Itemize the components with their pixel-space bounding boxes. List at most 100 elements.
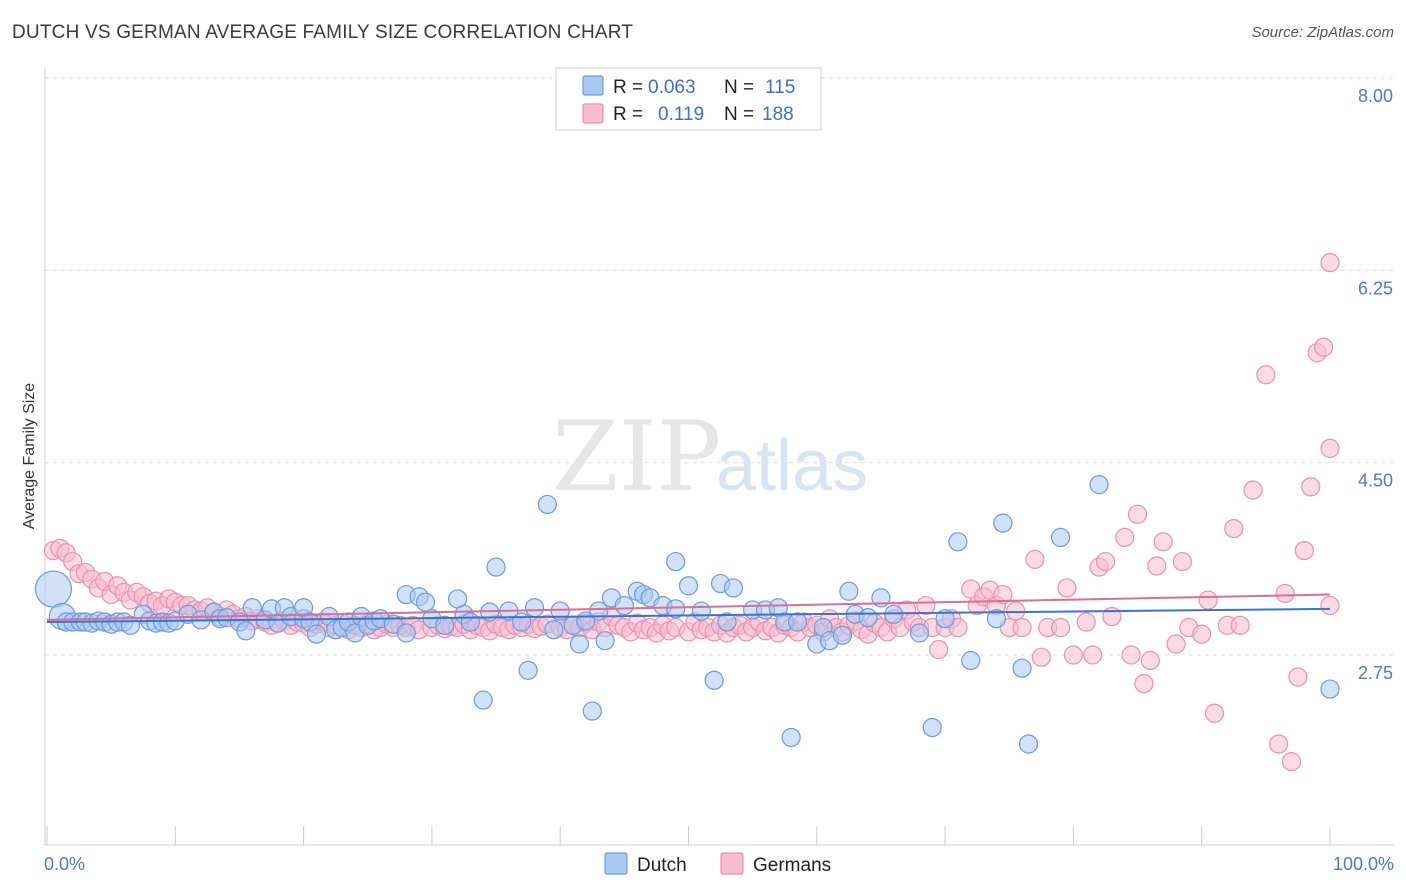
data-point bbox=[460, 612, 480, 632]
data-point bbox=[691, 601, 711, 621]
data-point bbox=[1269, 734, 1289, 754]
bottom-legend: Dutch Germans bbox=[604, 852, 831, 876]
data-point bbox=[396, 623, 416, 643]
data-point bbox=[1320, 438, 1340, 458]
german-trend-line bbox=[46, 593, 1331, 621]
legend-n-label-dutch: N = bbox=[724, 77, 754, 98]
y-tick-label: 2.75 bbox=[1358, 663, 1393, 683]
source-label: Source: ZipAtlas.com bbox=[1251, 24, 1394, 41]
data-point bbox=[993, 513, 1013, 533]
data-point bbox=[1320, 253, 1340, 273]
data-point bbox=[1089, 475, 1109, 495]
x-tick-label-max: 100.0% bbox=[1333, 854, 1394, 874]
legend-r-value-dutch: 0.063 bbox=[648, 77, 696, 98]
data-point bbox=[916, 595, 936, 616]
legend-swatch-germans bbox=[582, 103, 604, 124]
data-point bbox=[614, 595, 634, 616]
data-point bbox=[512, 612, 532, 632]
data-point bbox=[909, 623, 930, 643]
data-point bbox=[569, 634, 590, 654]
dutch-trend-line bbox=[46, 607, 1331, 624]
data-point bbox=[717, 612, 737, 632]
gridlines bbox=[45, 77, 1394, 656]
data-point bbox=[1172, 551, 1193, 572]
data-point bbox=[723, 578, 744, 598]
data-point bbox=[1050, 527, 1071, 548]
data-point bbox=[1166, 634, 1186, 654]
data-point bbox=[1134, 673, 1154, 694]
data-point bbox=[704, 670, 724, 690]
bottom-legend-label-dutch: Dutch bbox=[637, 855, 687, 876]
data-point bbox=[486, 557, 506, 577]
data-point bbox=[473, 690, 493, 710]
data-point bbox=[832, 625, 853, 645]
data-point bbox=[666, 551, 686, 572]
data-point bbox=[839, 581, 859, 601]
data-point bbox=[550, 601, 570, 621]
data-point bbox=[1281, 752, 1302, 772]
data-point bbox=[544, 620, 564, 640]
legend-r-label-germans: R = bbox=[613, 104, 643, 125]
watermark-atlas: atlas bbox=[716, 426, 868, 506]
watermark-zip: ZIP bbox=[552, 401, 721, 513]
data-point bbox=[922, 717, 942, 738]
data-point bbox=[1115, 527, 1135, 548]
data-point bbox=[1275, 583, 1295, 604]
data-point bbox=[524, 598, 545, 618]
x-tick-label-min: 0.0% bbox=[44, 854, 85, 874]
data-point bbox=[1204, 703, 1225, 723]
data-point bbox=[34, 570, 73, 608]
data-point bbox=[929, 639, 949, 660]
top-legend: R = 0.063 N = 115 R = 0.119 N = 188 bbox=[555, 67, 822, 131]
data-point bbox=[236, 621, 256, 641]
data-point bbox=[961, 650, 981, 671]
bottom-legend-swatch-germans bbox=[720, 852, 744, 875]
data-point bbox=[1192, 624, 1212, 644]
chart-title: DUTCH VS GERMAN AVERAGE FAMILY SIZE CORR… bbox=[12, 22, 634, 43]
legend-swatch-dutch bbox=[582, 75, 604, 96]
data-point bbox=[1294, 540, 1314, 561]
data-point bbox=[1050, 617, 1071, 638]
data-point bbox=[435, 615, 455, 635]
y-tick-label: 6.25 bbox=[1358, 278, 1393, 298]
data-point bbox=[1198, 590, 1218, 610]
legend-n-label-germans: N = bbox=[724, 104, 754, 125]
data-point bbox=[1320, 595, 1340, 616]
data-point bbox=[1121, 645, 1141, 665]
data-point bbox=[1153, 532, 1173, 552]
data-point bbox=[1230, 615, 1250, 635]
data-point bbox=[1095, 551, 1116, 572]
data-point bbox=[1127, 504, 1148, 524]
data-point bbox=[537, 494, 557, 515]
data-point bbox=[1140, 650, 1160, 671]
legend-n-value-germans: 188 bbox=[762, 104, 794, 125]
data-point bbox=[582, 701, 602, 721]
bottom-legend-label-germans: Germans bbox=[753, 855, 831, 876]
data-point bbox=[415, 592, 436, 612]
legend-n-value-dutch: 115 bbox=[765, 77, 795, 98]
x-ticks bbox=[46, 826, 1331, 845]
data-point bbox=[1012, 658, 1032, 678]
data-point bbox=[595, 631, 615, 651]
y-tick-label: 8.00 bbox=[1358, 86, 1393, 106]
data-point bbox=[678, 576, 699, 596]
data-point bbox=[1018, 734, 1039, 754]
legend-r-label-dutch: R = bbox=[613, 77, 643, 98]
data-point bbox=[1301, 477, 1321, 497]
data-point bbox=[1256, 365, 1276, 385]
y-axis-label: Average Family Size bbox=[21, 383, 38, 530]
data-point bbox=[1320, 679, 1340, 699]
data-point bbox=[1288, 667, 1308, 687]
legend-r-value-germans: 0.119 bbox=[658, 104, 704, 125]
bottom-legend-swatch-dutch bbox=[604, 852, 628, 875]
data-point bbox=[935, 609, 955, 629]
data-point bbox=[787, 612, 808, 632]
data-point bbox=[1025, 549, 1045, 569]
data-point bbox=[993, 584, 1013, 605]
y-tick-label: 4.50 bbox=[1358, 471, 1393, 491]
data-point bbox=[781, 727, 801, 748]
data-point bbox=[1224, 519, 1244, 539]
data-point bbox=[1057, 578, 1077, 598]
data-point bbox=[1031, 647, 1051, 667]
